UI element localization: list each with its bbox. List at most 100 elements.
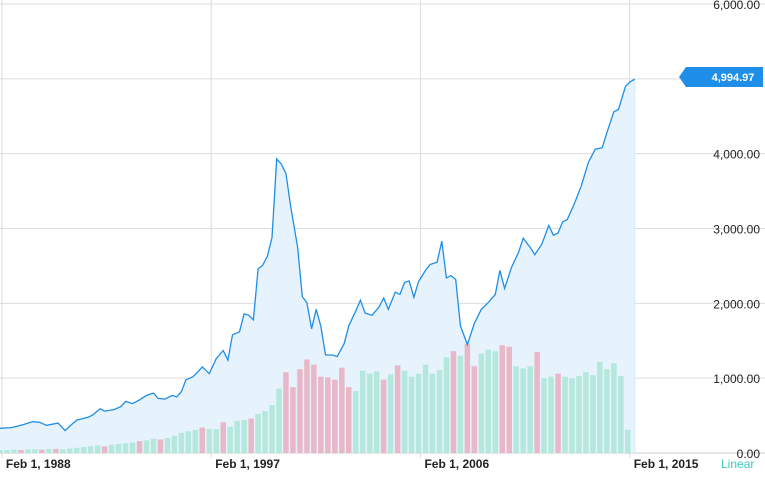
volume-bar	[506, 346, 512, 453]
line-layer	[0, 78, 636, 432]
volume-bar	[25, 449, 31, 453]
volume-bar	[199, 427, 205, 453]
volume-bar	[576, 375, 582, 453]
volume-bar	[360, 370, 366, 453]
y-tick-label: 3,000.00	[713, 223, 760, 237]
scale-toggle[interactable]: Linear	[721, 457, 754, 471]
volume-bar	[373, 371, 380, 453]
volume-bar	[290, 387, 296, 453]
volume-bar	[39, 449, 45, 453]
volume-bar	[367, 373, 373, 453]
volume-bar	[318, 376, 324, 453]
volume-bar	[150, 438, 157, 453]
volume-bar	[492, 351, 498, 453]
volume-bar	[569, 378, 575, 453]
volume-bar	[485, 349, 491, 453]
volume-bar	[262, 411, 268, 453]
volume-bar	[353, 390, 359, 453]
volume-bar	[471, 366, 478, 453]
volume-bar	[415, 373, 422, 453]
volume-bar	[618, 375, 624, 453]
volume-bar	[443, 357, 450, 453]
current-value-flag	[679, 67, 763, 87]
volume-bar	[590, 375, 596, 453]
volume-bar	[604, 369, 610, 453]
volume-bar	[346, 387, 352, 453]
volume-bar	[527, 366, 533, 453]
volume-bar	[129, 442, 136, 453]
volume-bar	[325, 377, 331, 453]
y-tick-label: 1,000.00	[713, 372, 760, 386]
volume-bar	[499, 345, 505, 453]
volume-bar	[94, 445, 101, 453]
volume-bar	[234, 420, 240, 453]
price-line	[0, 78, 636, 432]
volume-bar	[269, 405, 275, 453]
volume-bar	[67, 448, 73, 453]
volume-bar	[597, 361, 603, 453]
y-tick-label: 2,000.00	[713, 297, 760, 311]
volume-bar	[583, 372, 589, 453]
x-tick-label: Feb 1, 1997	[215, 457, 280, 471]
volume-bar	[380, 379, 387, 453]
volume-bar	[283, 372, 289, 453]
volume-bar	[297, 369, 303, 453]
y-tick-label: 6,000.00	[713, 0, 760, 12]
y-tick-label: 0.00	[737, 447, 761, 461]
volume-bar	[81, 447, 87, 453]
volume-bar	[304, 359, 310, 453]
volume-bar	[513, 366, 519, 453]
volume-bar	[394, 365, 401, 453]
volume-bar	[220, 422, 226, 453]
x-axis: Feb 1, 1988 Feb 1, 1997 Feb 1, 2006 Feb 1, …	[6, 457, 699, 471]
volume-bar	[625, 429, 631, 453]
volume-bar	[74, 447, 80, 453]
volume-bar	[520, 368, 526, 453]
volume-layer	[0, 343, 631, 453]
volume-bar	[450, 351, 457, 453]
volume-bar	[248, 418, 254, 453]
volume-bar	[611, 363, 617, 453]
y-tick-label: 4,000.00	[713, 148, 760, 162]
volume-bar	[255, 414, 261, 453]
volume-bar	[11, 449, 17, 453]
volume-bar	[276, 388, 282, 453]
volume-bar	[60, 449, 66, 453]
volume-bar	[436, 369, 443, 453]
volume-bar	[478, 353, 485, 453]
volume-bar	[387, 374, 394, 453]
volume-bar	[541, 378, 547, 453]
volume-bar	[108, 444, 115, 453]
volume-bar	[171, 435, 178, 453]
volume-bar	[0, 450, 3, 453]
volume-bar	[18, 450, 24, 453]
volume-bar	[422, 364, 429, 453]
volume-bar	[115, 444, 122, 453]
volume-bar	[227, 426, 233, 453]
volume-bar	[206, 429, 212, 453]
volume-bar	[562, 376, 568, 453]
area-layer	[0, 79, 636, 453]
volume-bar	[192, 429, 199, 453]
volume-bar	[101, 446, 108, 453]
volume-bar	[178, 432, 185, 453]
volume-bar	[464, 343, 471, 453]
volume-bar	[457, 355, 464, 453]
x-tick-label: Feb 1, 2015	[634, 457, 699, 471]
current-value-label: 4,994.97	[712, 72, 755, 84]
volume-bar	[122, 443, 129, 453]
volume-bar	[53, 448, 59, 453]
volume-bar	[311, 364, 317, 453]
volume-bar	[332, 379, 338, 453]
volume-bar	[241, 420, 247, 453]
volume-bar	[401, 370, 408, 453]
volume-bar	[534, 352, 540, 453]
volume-bar	[339, 367, 345, 453]
volume-bar	[548, 376, 554, 453]
volume-bar	[429, 373, 436, 453]
volume-bar	[46, 448, 52, 453]
volume-bar	[555, 373, 561, 453]
volume-bar	[87, 446, 94, 453]
